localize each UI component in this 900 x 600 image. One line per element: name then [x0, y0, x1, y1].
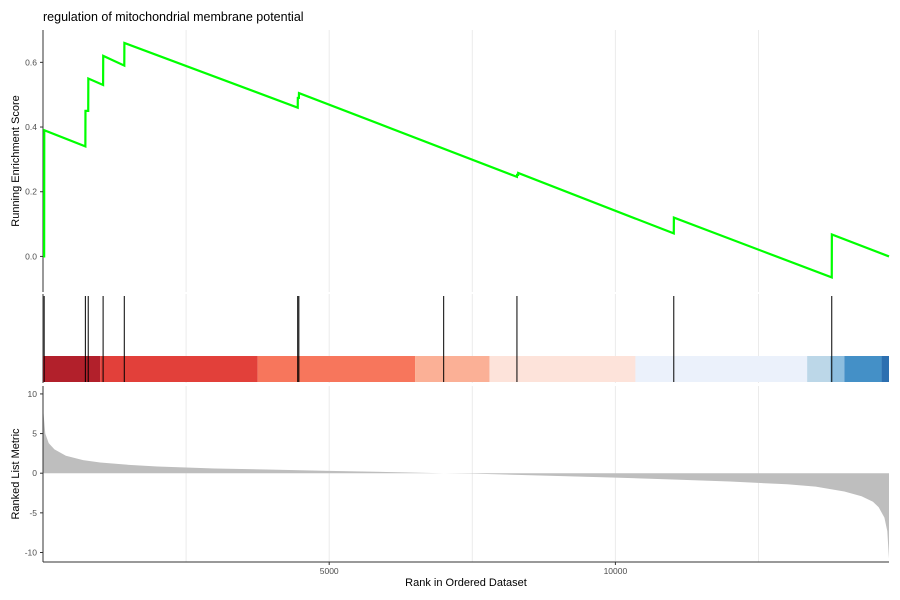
x-axis-title: Rank in Ordered Dataset — [405, 577, 527, 589]
heat-bar-segment-6 — [807, 356, 831, 382]
metric-y-ticks: -10 -5 0 5 10 — [25, 389, 43, 557]
running-enrichment-line — [43, 41, 890, 280]
heat-bar-segment-1 — [100, 356, 258, 382]
metric-gridlines — [185, 386, 759, 562]
gene-hits-panel — [42, 294, 889, 383]
rank-heat-bar — [43, 356, 889, 382]
x-tick-label: 10000 — [604, 566, 628, 576]
heat-bar-segment-7 — [830, 356, 845, 382]
running-enrichment-panel: 0.0 0.2 0.4 0.6 Running Enrichment Score — [10, 30, 890, 292]
heat-bar-segment-2 — [257, 356, 416, 382]
metric-y-tick-label: 5 — [32, 429, 37, 439]
plot-title: regulation of mitochondrial membrane pot… — [43, 10, 304, 24]
es-y-ticks: 0.0 0.2 0.4 0.6 — [25, 57, 43, 261]
es-y-axis-title: Running Enrichment Score — [10, 95, 22, 226]
x-ticks: 5000 10000 — [320, 562, 628, 576]
ranked-metric-area — [43, 407, 889, 559]
metric-y-tick-label: -5 — [29, 508, 37, 518]
es-y-tick-label: 0.6 — [25, 57, 37, 67]
es-y-tick-label: 0.0 — [25, 251, 37, 261]
heat-bar-segment-4 — [489, 356, 636, 382]
heat-bar-segment-0 — [43, 356, 101, 382]
ranked-metric-panel: -10 -5 0 5 10 5000 10000 Ranked List Metric R… — [10, 386, 889, 589]
es-gridlines — [185, 30, 759, 292]
metric-y-tick-label: 10 — [28, 389, 38, 399]
metric-y-axis-title: Ranked List Metric — [10, 428, 22, 520]
metric-y-tick-label: -10 — [25, 547, 38, 557]
heat-bar-segment-9 — [881, 356, 889, 382]
gene-hit-lines — [43, 296, 833, 382]
heat-bar-segment-5 — [635, 356, 808, 382]
es-y-tick-label: 0.2 — [25, 187, 37, 197]
metric-y-tick-label: 0 — [32, 468, 37, 478]
es-y-tick-label: 0.4 — [25, 122, 37, 132]
heat-bar-segment-3 — [415, 356, 490, 382]
x-tick-label: 5000 — [320, 566, 339, 576]
heat-bar-segment-8 — [844, 356, 882, 382]
